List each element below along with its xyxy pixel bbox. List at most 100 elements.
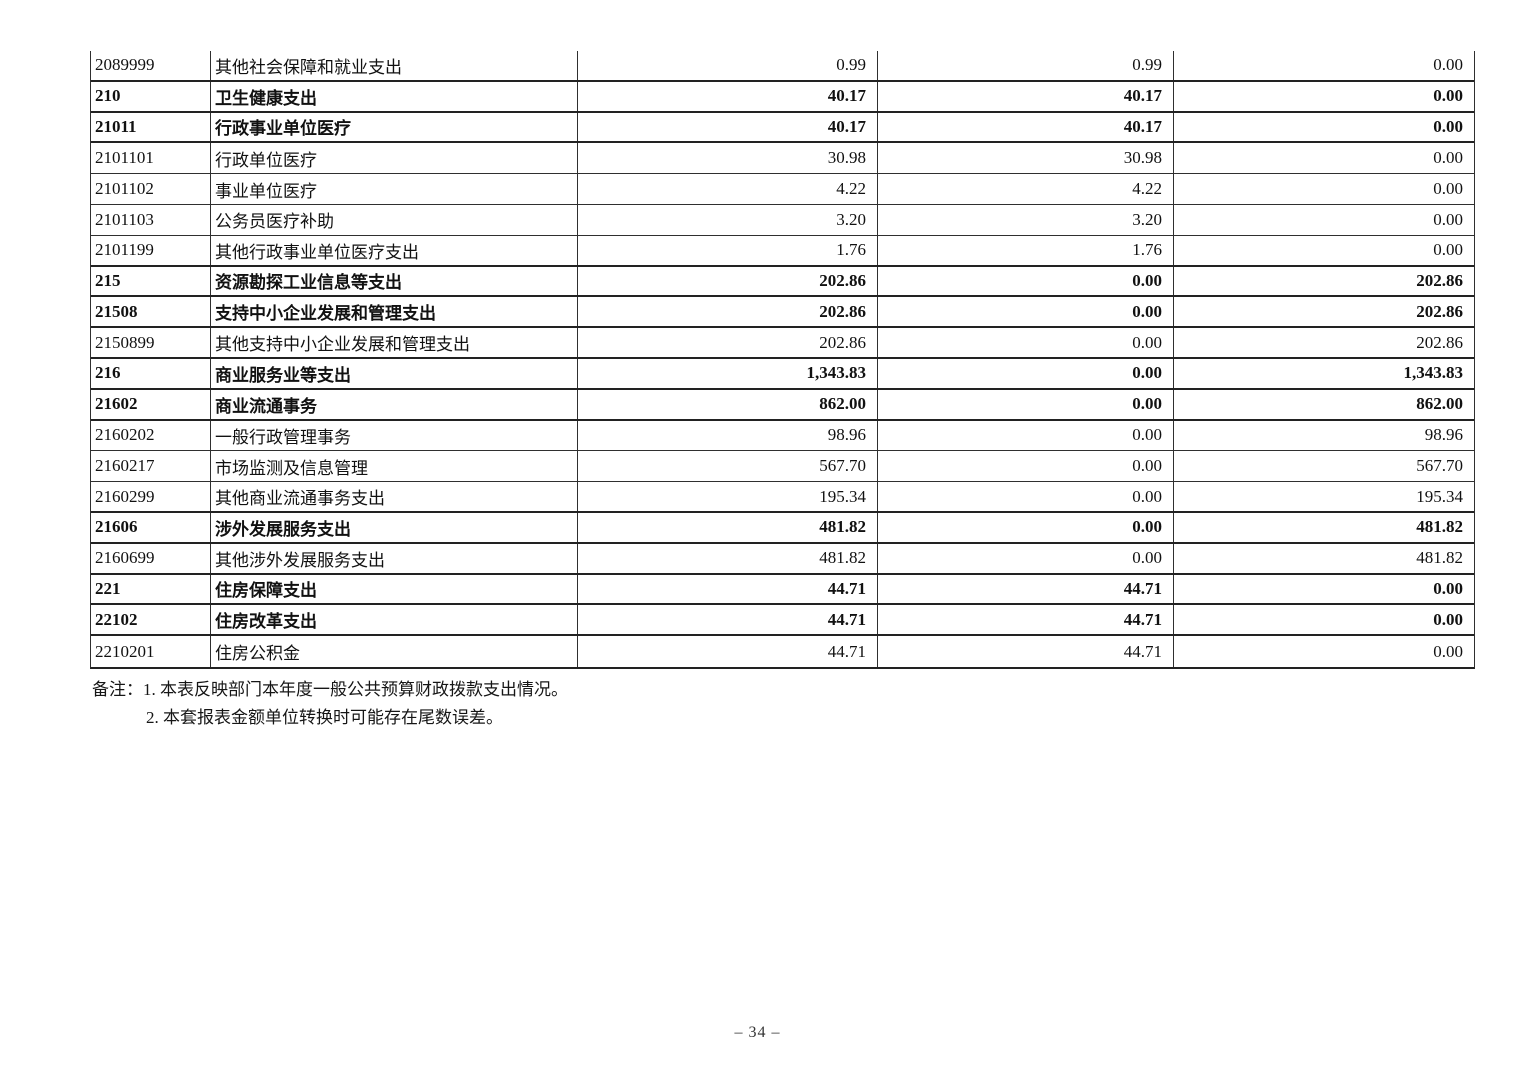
name-cell: 其他社会保障和就业支出 (211, 51, 578, 80)
amount-cell: 0.00 (878, 266, 1174, 296)
code-cell: 2089999 (91, 51, 211, 80)
table-row: 2160217 市场监测及信息管理 567.70 0.00 567.70 (91, 451, 1474, 483)
table-row: 216 商业服务业等支出 1,343.83 0.00 1,343.83 (91, 358, 1474, 390)
code-cell: 221 (91, 574, 211, 604)
amount-cell: 202.86 (578, 266, 878, 296)
note-line-1: 备注：1. 本表反映部门本年度一般公共预算财政拨款支出情况。 (92, 676, 568, 704)
amount-cell: 44.71 (878, 636, 1174, 667)
amount-cell: 40.17 (578, 112, 878, 142)
name-cell: 其他支持中小企业发展和管理支出 (211, 328, 578, 357)
name-cell: 资源勘探工业信息等支出 (211, 266, 578, 296)
code-cell: 2101102 (91, 174, 211, 204)
amount-cell: 202.86 (578, 297, 878, 327)
amount-cell: 0.00 (878, 328, 1174, 357)
amount-cell: 0.99 (878, 51, 1174, 80)
code-cell: 2210201 (91, 636, 211, 667)
amount-cell: 1,343.83 (1403, 363, 1464, 383)
code-cell: 2160299 (91, 482, 211, 511)
amount-cell: 0.00 (1433, 179, 1463, 199)
amount-cell: 202.86 (1416, 332, 1463, 352)
table-row: 21011 行政事业单位医疗 40.17 40.17 0.00 (91, 112, 1474, 144)
code-cell: 210 (91, 81, 211, 111)
amount-cell: 0.00 (1433, 55, 1463, 75)
amount-cell: 98.96 (1424, 425, 1463, 445)
amount-cell: 0.00 (1433, 609, 1463, 629)
table-row: 2150899 其他支持中小企业发展和管理支出 202.86 0.00 202.86 (91, 328, 1474, 359)
amount-cell: 44.71 (578, 605, 878, 635)
amount-cell: 0.00 (1433, 641, 1463, 661)
amount-cell: 0.00 (878, 420, 1174, 451)
table-row: 2101199 其他行政事业单位医疗支出 1.76 1.76 0.00 (91, 235, 1474, 267)
code-cell: 21011 (91, 112, 211, 142)
table-row: 2210201 住房公积金 44.71 44.71 0.00 (91, 636, 1474, 667)
code-cell: 2160699 (91, 543, 211, 573)
amount-cell: 44.71 (578, 574, 878, 604)
amount-cell: 202.86 (1416, 270, 1463, 290)
name-cell: 行政事业单位医疗 (211, 112, 578, 142)
table-row: 21606 涉外发展服务支出 481.82 0.00 481.82 (91, 512, 1474, 544)
name-cell: 行政单位医疗 (211, 143, 578, 174)
amount-cell: 202.86 (1416, 301, 1463, 321)
code-cell: 22102 (91, 605, 211, 635)
code-cell: 215 (91, 266, 211, 296)
amount-cell: 3.20 (578, 204, 878, 235)
table-row: 221 住房保障支出 44.71 44.71 0.00 (91, 574, 1474, 606)
amount-cell: 567.70 (1416, 456, 1463, 476)
code-cell: 21508 (91, 297, 211, 327)
amount-cell: 1.76 (878, 235, 1174, 265)
name-cell: 住房改革支出 (211, 605, 578, 635)
amount-cell: 481.82 (578, 543, 878, 573)
code-cell: 2150899 (91, 328, 211, 357)
amount-cell: 98.96 (578, 420, 878, 451)
amount-cell: 0.00 (878, 297, 1174, 327)
name-cell: 支持中小企业发展和管理支出 (211, 297, 578, 327)
amount-cell: 202.86 (578, 328, 878, 357)
amount-cell: 0.00 (878, 482, 1174, 511)
name-cell: 市场监测及信息管理 (211, 451, 578, 482)
amount-cell: 3.20 (878, 204, 1174, 235)
amount-cell: 0.99 (578, 51, 878, 80)
table-row: 2101102 事业单位医疗 4.22 4.22 0.00 (91, 174, 1474, 205)
name-cell: 涉外发展服务支出 (211, 512, 578, 542)
code-cell: 21606 (91, 512, 211, 542)
name-cell: 其他行政事业单位医疗支出 (211, 235, 578, 265)
amount-cell: 195.34 (1416, 486, 1463, 506)
name-cell: 住房保障支出 (211, 574, 578, 604)
amount-cell: 481.82 (578, 512, 878, 542)
amount-cell: 195.34 (578, 482, 878, 511)
note-line-2: 2. 本套报表金额单位转换时可能存在尾数误差。 (92, 704, 568, 732)
amount-cell: 0.00 (878, 543, 1174, 573)
name-cell: 商业服务业等支出 (211, 358, 578, 388)
notes: 备注：1. 本表反映部门本年度一般公共预算财政拨款支出情况。 2. 本套报表金额… (92, 676, 568, 732)
amount-cell: 0.00 (878, 512, 1174, 542)
amount-cell: 30.98 (878, 143, 1174, 174)
amount-cell: 1.76 (578, 235, 878, 265)
amount-cell: 1,343.83 (578, 358, 878, 388)
note-text-2: 2. 本套报表金额单位转换时可能存在尾数误差。 (146, 708, 503, 727)
code-cell: 2101199 (91, 235, 211, 265)
table-row: 210 卫生健康支出 40.17 40.17 0.00 (91, 81, 1474, 113)
amount-cell: 44.71 (578, 636, 878, 667)
note-label: 备注： (92, 680, 143, 699)
table-row: 21602 商业流通事务 862.00 0.00 862.00 (91, 389, 1474, 421)
amount-cell: 567.70 (578, 451, 878, 482)
amount-cell: 40.17 (878, 112, 1174, 142)
table-row: 2160202 一般行政管理事务 98.96 0.00 98.96 (91, 420, 1474, 452)
amount-cell: 0.00 (1433, 86, 1463, 106)
name-cell: 其他商业流通事务支出 (211, 482, 578, 511)
code-cell: 2101101 (91, 143, 211, 174)
amount-cell: 4.22 (578, 174, 878, 204)
amount-cell: 44.71 (878, 574, 1174, 604)
table-row: 215 资源勘探工业信息等支出 202.86 0.00 202.86 (91, 266, 1474, 298)
name-cell: 商业流通事务 (211, 389, 578, 419)
name-cell: 一般行政管理事务 (211, 420, 578, 451)
table-row: 2160699 其他涉外发展服务支出 481.82 0.00 481.82 (91, 543, 1474, 575)
page-number: – 34 – (734, 1024, 781, 1041)
amount-cell: 30.98 (578, 143, 878, 174)
amount-cell: 0.00 (1433, 240, 1463, 260)
amount-cell: 0.00 (878, 451, 1174, 482)
table-row: 2101103 公务员医疗补助 3.20 3.20 0.00 (91, 204, 1474, 236)
amount-cell: 44.71 (878, 605, 1174, 635)
amount-cell: 0.00 (1433, 148, 1463, 168)
